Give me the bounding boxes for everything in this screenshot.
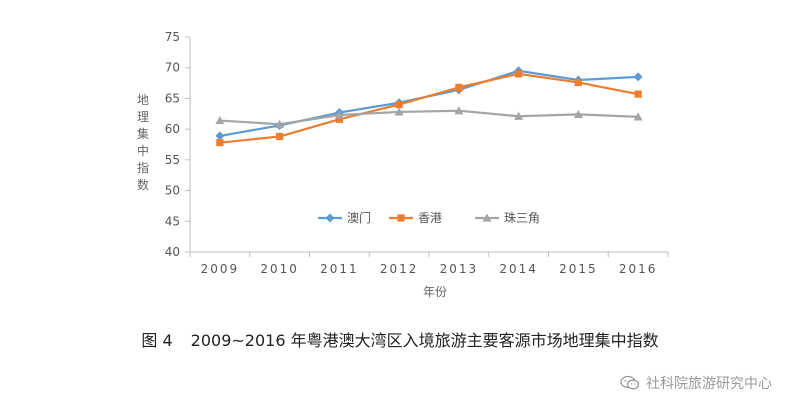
data-point	[335, 115, 343, 123]
data-point	[514, 111, 524, 120]
series-markers	[215, 66, 643, 147]
x-tick-label: 2012	[380, 262, 419, 276]
x-tick-label: 2009	[201, 262, 240, 276]
legend-label: 澳门	[347, 210, 371, 225]
x-tick-label: 2014	[499, 262, 538, 276]
series-lines	[219, 69, 639, 144]
watermark: 社科院旅游研究中心	[620, 373, 772, 393]
legend-marker	[482, 213, 492, 222]
legend: 澳门 香港 珠三角	[318, 210, 540, 225]
series-line-2	[219, 109, 639, 126]
legend-marker	[325, 213, 335, 223]
watermark-text: 社科院旅游研究中心	[646, 376, 772, 392]
data-point	[455, 83, 463, 91]
data-point	[395, 100, 403, 109]
data-point	[215, 131, 225, 141]
x-tick-label: 2010	[260, 262, 299, 276]
line-chart: 40 45 50 55 60 65 70 75 2009 2010 2011 2012 2013 201…	[165, 30, 669, 276]
legend-marker	[397, 214, 405, 222]
data-point	[215, 116, 225, 125]
y-tick-label: 45	[165, 214, 180, 228]
legend-label: 珠三角	[504, 211, 540, 225]
y-tick-label: 55	[165, 153, 180, 167]
x-tick-label: 2015	[559, 262, 598, 276]
data-point	[515, 70, 523, 78]
data-point	[216, 139, 224, 147]
y-tick-labels: 40 45 50 55 60 65 70 75	[165, 30, 180, 259]
data-point	[275, 119, 285, 128]
data-point	[334, 110, 344, 119]
caption-text: 2009~2016 年粤港澳大湾区入境旅游主要客源市场地理集中指数	[190, 331, 659, 350]
series-line-1	[219, 72, 639, 144]
x-tick-label: 2016	[619, 262, 658, 276]
data-point	[633, 112, 643, 121]
y-tick-label: 60	[165, 122, 180, 136]
data-point	[276, 132, 284, 141]
y-tick-label: 75	[165, 30, 180, 44]
data-point	[394, 107, 404, 116]
x-tick-label: 2013	[440, 262, 479, 276]
wechat-icon	[620, 375, 640, 390]
y-tick-label: 40	[165, 245, 180, 259]
x-axis-label: 年份	[422, 285, 447, 299]
data-point	[634, 90, 642, 98]
y-axis-label: 地理集中指数	[136, 93, 149, 192]
legend-label: 香港	[418, 211, 442, 225]
x-tick-labels: 2009 2010 2011 2012 2013 2014 2015 2016	[201, 262, 658, 276]
data-point	[454, 106, 464, 115]
figure-number: 图 4	[141, 331, 173, 350]
y-tick-label: 70	[165, 61, 180, 75]
data-point	[573, 109, 583, 118]
figure-caption: 图 4 2009~2016 年粤港澳大湾区入境旅游主要客源市场地理集中指数	[0, 327, 800, 351]
y-tick-label: 50	[165, 184, 180, 198]
data-point	[574, 78, 582, 87]
x-tick-label: 2011	[320, 262, 359, 276]
y-tick-label: 65	[165, 91, 180, 105]
chart-axes	[185, 36, 669, 257]
data-point	[633, 72, 643, 82]
